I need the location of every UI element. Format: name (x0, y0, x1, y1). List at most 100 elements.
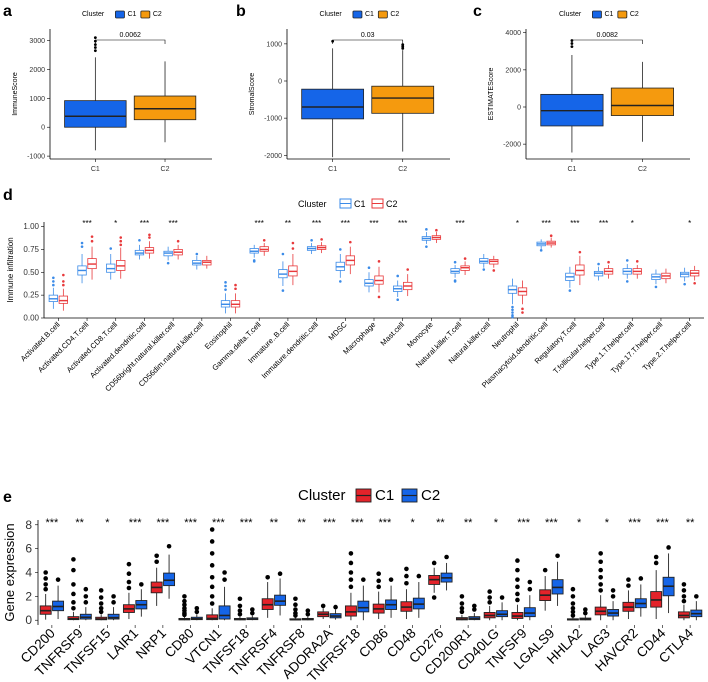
x-tick-label: MDSC (327, 320, 350, 343)
x-tick-label: Immature.dendritic.cell (260, 320, 321, 381)
x-tick-label: C2 (638, 166, 647, 173)
y-tick-label: -2000 (264, 153, 282, 160)
box-c2-outlier (291, 241, 295, 245)
x-tick-label: C2 (161, 166, 170, 173)
significance-mark: * (516, 219, 519, 228)
box-c2-outlier (83, 586, 89, 592)
legend-label-c2: C2 (386, 199, 398, 209)
y-tick-label: 0.00 (23, 314, 39, 323)
box-c1-outlier (93, 49, 97, 53)
box-c2-outlier (521, 311, 524, 314)
x-tick-label: C2 (398, 166, 407, 173)
box-c2-box (357, 600, 370, 613)
box-c1-box (344, 605, 357, 617)
box-c2-outlier (583, 610, 588, 616)
box-c1-outlier (511, 305, 514, 309)
box-c1-outlier (487, 589, 492, 594)
y-tick-label: 1000 (266, 41, 282, 48)
significance-mark: ** (75, 517, 84, 529)
box-c1-outlier (570, 594, 576, 599)
box-c1-outlier (98, 609, 104, 615)
y-tick-label: 2000 (29, 67, 45, 74)
box-c1-outlier (293, 596, 298, 602)
box-c1-outlier (182, 605, 187, 611)
x-tick-label: C1 (91, 166, 100, 173)
y-tick-label: -2000 (503, 142, 521, 149)
box-c1-outlier (209, 594, 215, 599)
box-c1-outlier (166, 261, 170, 265)
box-c2-outlier (578, 250, 582, 254)
x-tick-label: C1 (567, 166, 576, 173)
box-c2-outlier (194, 609, 200, 615)
box-c1-outlier (515, 567, 520, 573)
box-c2-outlier (166, 543, 172, 549)
box-c1-outlier (542, 567, 548, 573)
legend-a: Cluster C1 C2 (82, 10, 162, 19)
box-c1-outlier (209, 601, 215, 606)
box-c1-outlier (348, 570, 354, 575)
x-tick-label: Activated.CD4.T.cell (36, 320, 91, 375)
y-tick-label: -1000 (27, 154, 45, 161)
panel-label: b (236, 3, 246, 20)
box-c1-outlier (109, 247, 113, 250)
box-c2-outlier (119, 239, 123, 243)
box-c1-outlier (367, 266, 371, 270)
box-c1-outlier (293, 607, 298, 612)
box-c2-outlier (435, 228, 438, 232)
legend-label-c2: C2 (153, 11, 162, 18)
box-c1-outlier (459, 605, 465, 611)
box-c1-outlier (80, 245, 84, 248)
box-c1-outlier (511, 315, 514, 319)
box-c1-outlier (182, 598, 187, 604)
significance-mark: * (114, 219, 117, 228)
y-axis-label: ESTIMATEScore (488, 68, 495, 121)
x-tick-label: Type.17.T.helper.cell (609, 320, 665, 376)
legend-label-c2: C2 (630, 11, 639, 18)
box-c2-outlier (638, 576, 644, 581)
box-c2-outlier (305, 608, 311, 613)
box-c1-outlier (93, 43, 97, 46)
box-c1-outlier (52, 280, 55, 283)
significance-mark: *** (351, 517, 365, 529)
box-c1-outlier (626, 577, 631, 582)
box-c1-outlier (237, 596, 243, 602)
y-tick-label: 1.00 (23, 222, 39, 231)
box-c2-outlier (666, 545, 671, 550)
box-c1-outlier (71, 557, 76, 562)
box-c2-outlier (693, 281, 696, 285)
box-c1-outlier (182, 602, 187, 608)
box-c2-outlier (305, 611, 311, 617)
y-tick-label: 0.25 (23, 291, 39, 300)
box-c2-box (163, 572, 176, 587)
box-c1-outlier (209, 551, 215, 556)
box-c1-outlier (71, 605, 76, 611)
legend-key-c2 (140, 10, 151, 19)
box-c1-outlier (98, 595, 104, 600)
legend-key-c1 (352, 10, 363, 19)
box-c2-outlier (555, 553, 560, 559)
box-c1-outlier (348, 560, 354, 566)
box-c1-outlier (653, 560, 659, 566)
box-c2-outlier (610, 594, 616, 599)
box-c1-outlier (453, 280, 457, 283)
legend-d: Cluster C1 C2 (298, 198, 398, 209)
box-c1-outlier (126, 571, 132, 576)
box-c1-outlier (195, 252, 199, 256)
legend-label-c1: C1 (604, 11, 613, 18)
box-c2-outlier (250, 610, 255, 616)
box-c1-outlier (431, 560, 437, 566)
legend-label-c1: C1 (365, 11, 374, 18)
box-c2-outlier (527, 579, 533, 585)
box-c2-box (610, 87, 675, 116)
box-c1-outlier (224, 284, 227, 288)
y-tick-label: 3000 (29, 38, 45, 45)
significance-bracket (95, 39, 166, 44)
box-c2-outlier (119, 243, 123, 247)
box-c1-outlier (653, 554, 659, 560)
legend-key-c1 (592, 10, 602, 19)
y-tick-label: 0.75 (23, 245, 39, 254)
box-c2-outlier (527, 586, 533, 592)
significance-mark: *** (517, 517, 531, 529)
box-c1-outlier (209, 584, 215, 590)
box-c2-outlier (463, 257, 467, 260)
